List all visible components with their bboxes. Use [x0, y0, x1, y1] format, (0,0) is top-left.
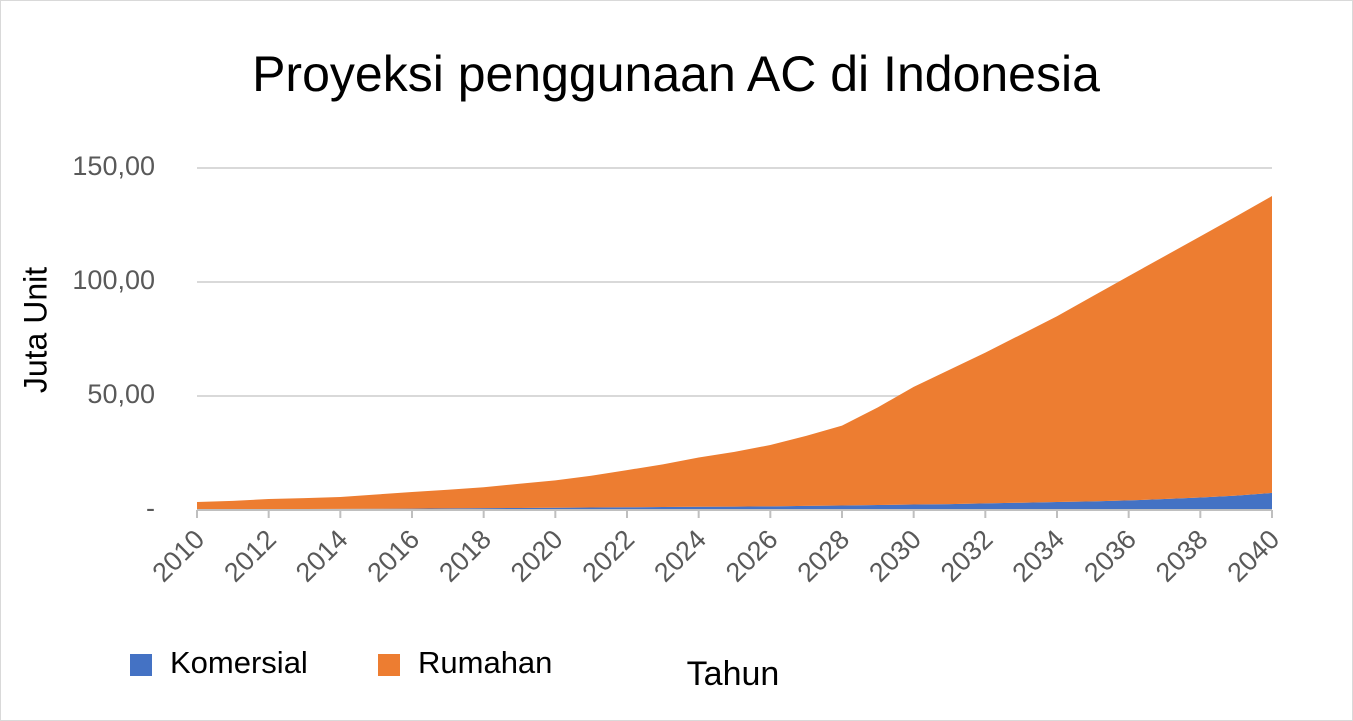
legend-swatch	[378, 654, 400, 676]
y-tick-label: 50,00	[87, 379, 155, 409]
y-tick-label: -	[146, 493, 155, 523]
x-axis-title: Tahun	[687, 655, 780, 693]
legend-label: Rumahan	[418, 645, 552, 680]
area	[197, 492, 1272, 510]
chart-title: Proyeksi penggunaan AC di Indonesia	[252, 46, 1100, 102]
y-tick-label: 150,00	[72, 151, 155, 181]
y-axis-title: Juta Unit	[17, 267, 53, 393]
legend-label: Komersial	[170, 645, 308, 680]
y-tick-label: 100,00	[72, 265, 155, 295]
area	[197, 196, 1272, 510]
legend-swatch	[130, 654, 152, 676]
